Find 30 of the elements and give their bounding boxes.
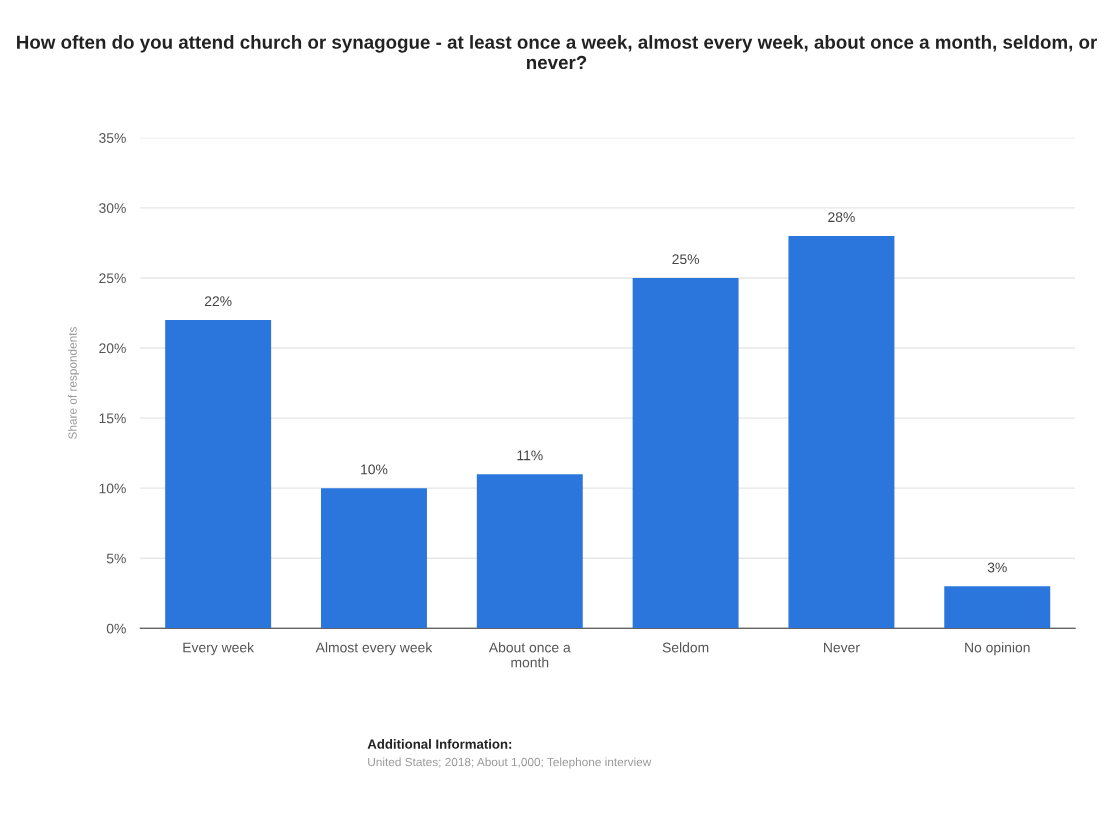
bar [632, 277, 739, 629]
bar [320, 488, 427, 629]
bar [788, 235, 895, 629]
x-tick-label: Almost every week [315, 642, 433, 656]
y-axis-title: Share of respondents [68, 327, 80, 439]
y-tick-label: 25% [99, 273, 126, 284]
data-label: 28% [828, 212, 855, 223]
data-label: 22% [204, 296, 232, 307]
bar [165, 319, 272, 629]
y-tick-label: 30% [99, 203, 126, 214]
data-label: 25% [672, 254, 700, 265]
text: Additional Information: [367, 739, 512, 749]
text: United States; 2018; About 1,000; Telephone interview [368, 757, 652, 769]
x-tick-label: Never [824, 642, 860, 653]
x-tick-label: About once a month [488, 642, 571, 668]
x-tick-label: No opinion [965, 642, 1030, 656]
data-label: 10% [361, 464, 388, 475]
y-tick-label: 10% [99, 483, 126, 494]
y-tick-label: 0% [106, 623, 126, 634]
y-tick-label: 5% [106, 553, 126, 564]
y-tick-label: 35% [99, 133, 126, 143]
bar [944, 586, 1051, 629]
y-tick-label: 15% [99, 413, 126, 424]
x-tick-label: Every week [183, 642, 255, 656]
x-tick-label: Seldom [662, 642, 709, 653]
y-tick-label: 20% [99, 343, 126, 354]
chart-title: How often do you attend church or synagogue - at least once a week, almost every week, about once a month, seldom, or never? [17, 35, 1097, 70]
bar [476, 474, 583, 629]
data-label: 3% [987, 562, 1007, 573]
data-label: 11% [517, 450, 543, 461]
